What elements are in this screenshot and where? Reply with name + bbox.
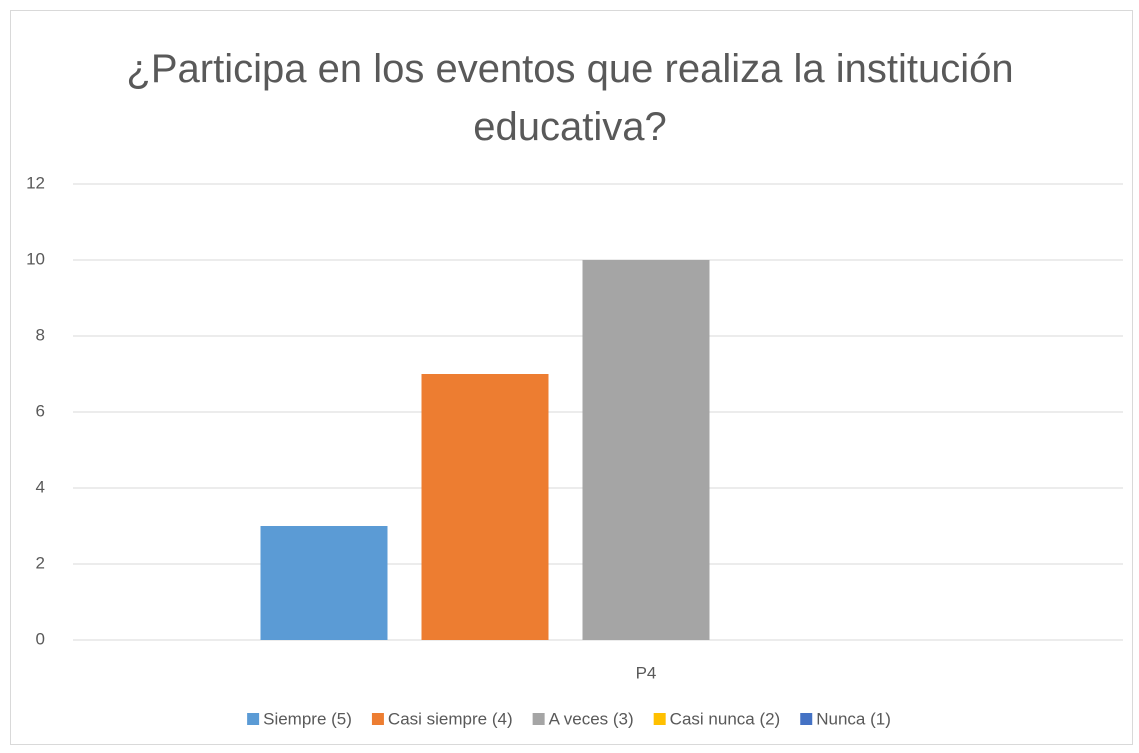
- y-tick-label: 0: [36, 629, 45, 648]
- y-tick-label: 4: [36, 477, 45, 496]
- legend-swatch: [532, 713, 545, 725]
- legend-label: Nunca (1): [816, 709, 891, 728]
- legend-label: Casi siempre (4): [388, 709, 513, 728]
- y-tick-label: 10: [26, 249, 45, 268]
- legend-label: Siempre (5): [263, 709, 352, 728]
- y-tick-label: 6: [36, 401, 45, 420]
- bar: [421, 374, 549, 640]
- legend-swatch: [371, 713, 384, 725]
- legend-swatch: [800, 713, 813, 725]
- y-tick-label: 8: [36, 325, 45, 344]
- chart-title: ¿Participa en los eventos que realiza la…: [126, 47, 1014, 149]
- y-tick-label: 12: [26, 173, 45, 192]
- y-tick-label: 2: [36, 553, 45, 572]
- legend-swatch: [247, 713, 260, 725]
- bar: [582, 260, 710, 640]
- x-tick-label: P4: [636, 663, 657, 682]
- chart-frame: [10, 10, 1133, 745]
- bar: [260, 526, 388, 640]
- legend-label: Casi nunca (2): [670, 709, 781, 728]
- legend-swatch: [653, 713, 666, 725]
- legend-label: A veces (3): [549, 709, 634, 728]
